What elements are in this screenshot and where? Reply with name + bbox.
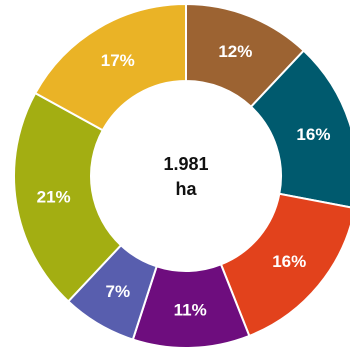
labels-group: 12% 16% 16% 11% 7% 21% 17%	[37, 42, 331, 320]
center-unit: ha	[175, 179, 197, 199]
slice-label-0: 12%	[218, 42, 252, 61]
donut-hole	[91, 81, 281, 271]
slice-label-5: 21%	[37, 187, 71, 206]
slice-label-2: 16%	[272, 252, 306, 271]
slice-label-6: 17%	[101, 51, 135, 70]
slices-group	[13, 2, 350, 349]
donut-slice-6	[33, 2, 187, 132]
center-value: 1.981	[163, 154, 208, 174]
slice-label-3: 11%	[174, 300, 207, 319]
slice-label-1: 16%	[296, 125, 330, 144]
slice-label-4: 7%	[105, 282, 130, 301]
